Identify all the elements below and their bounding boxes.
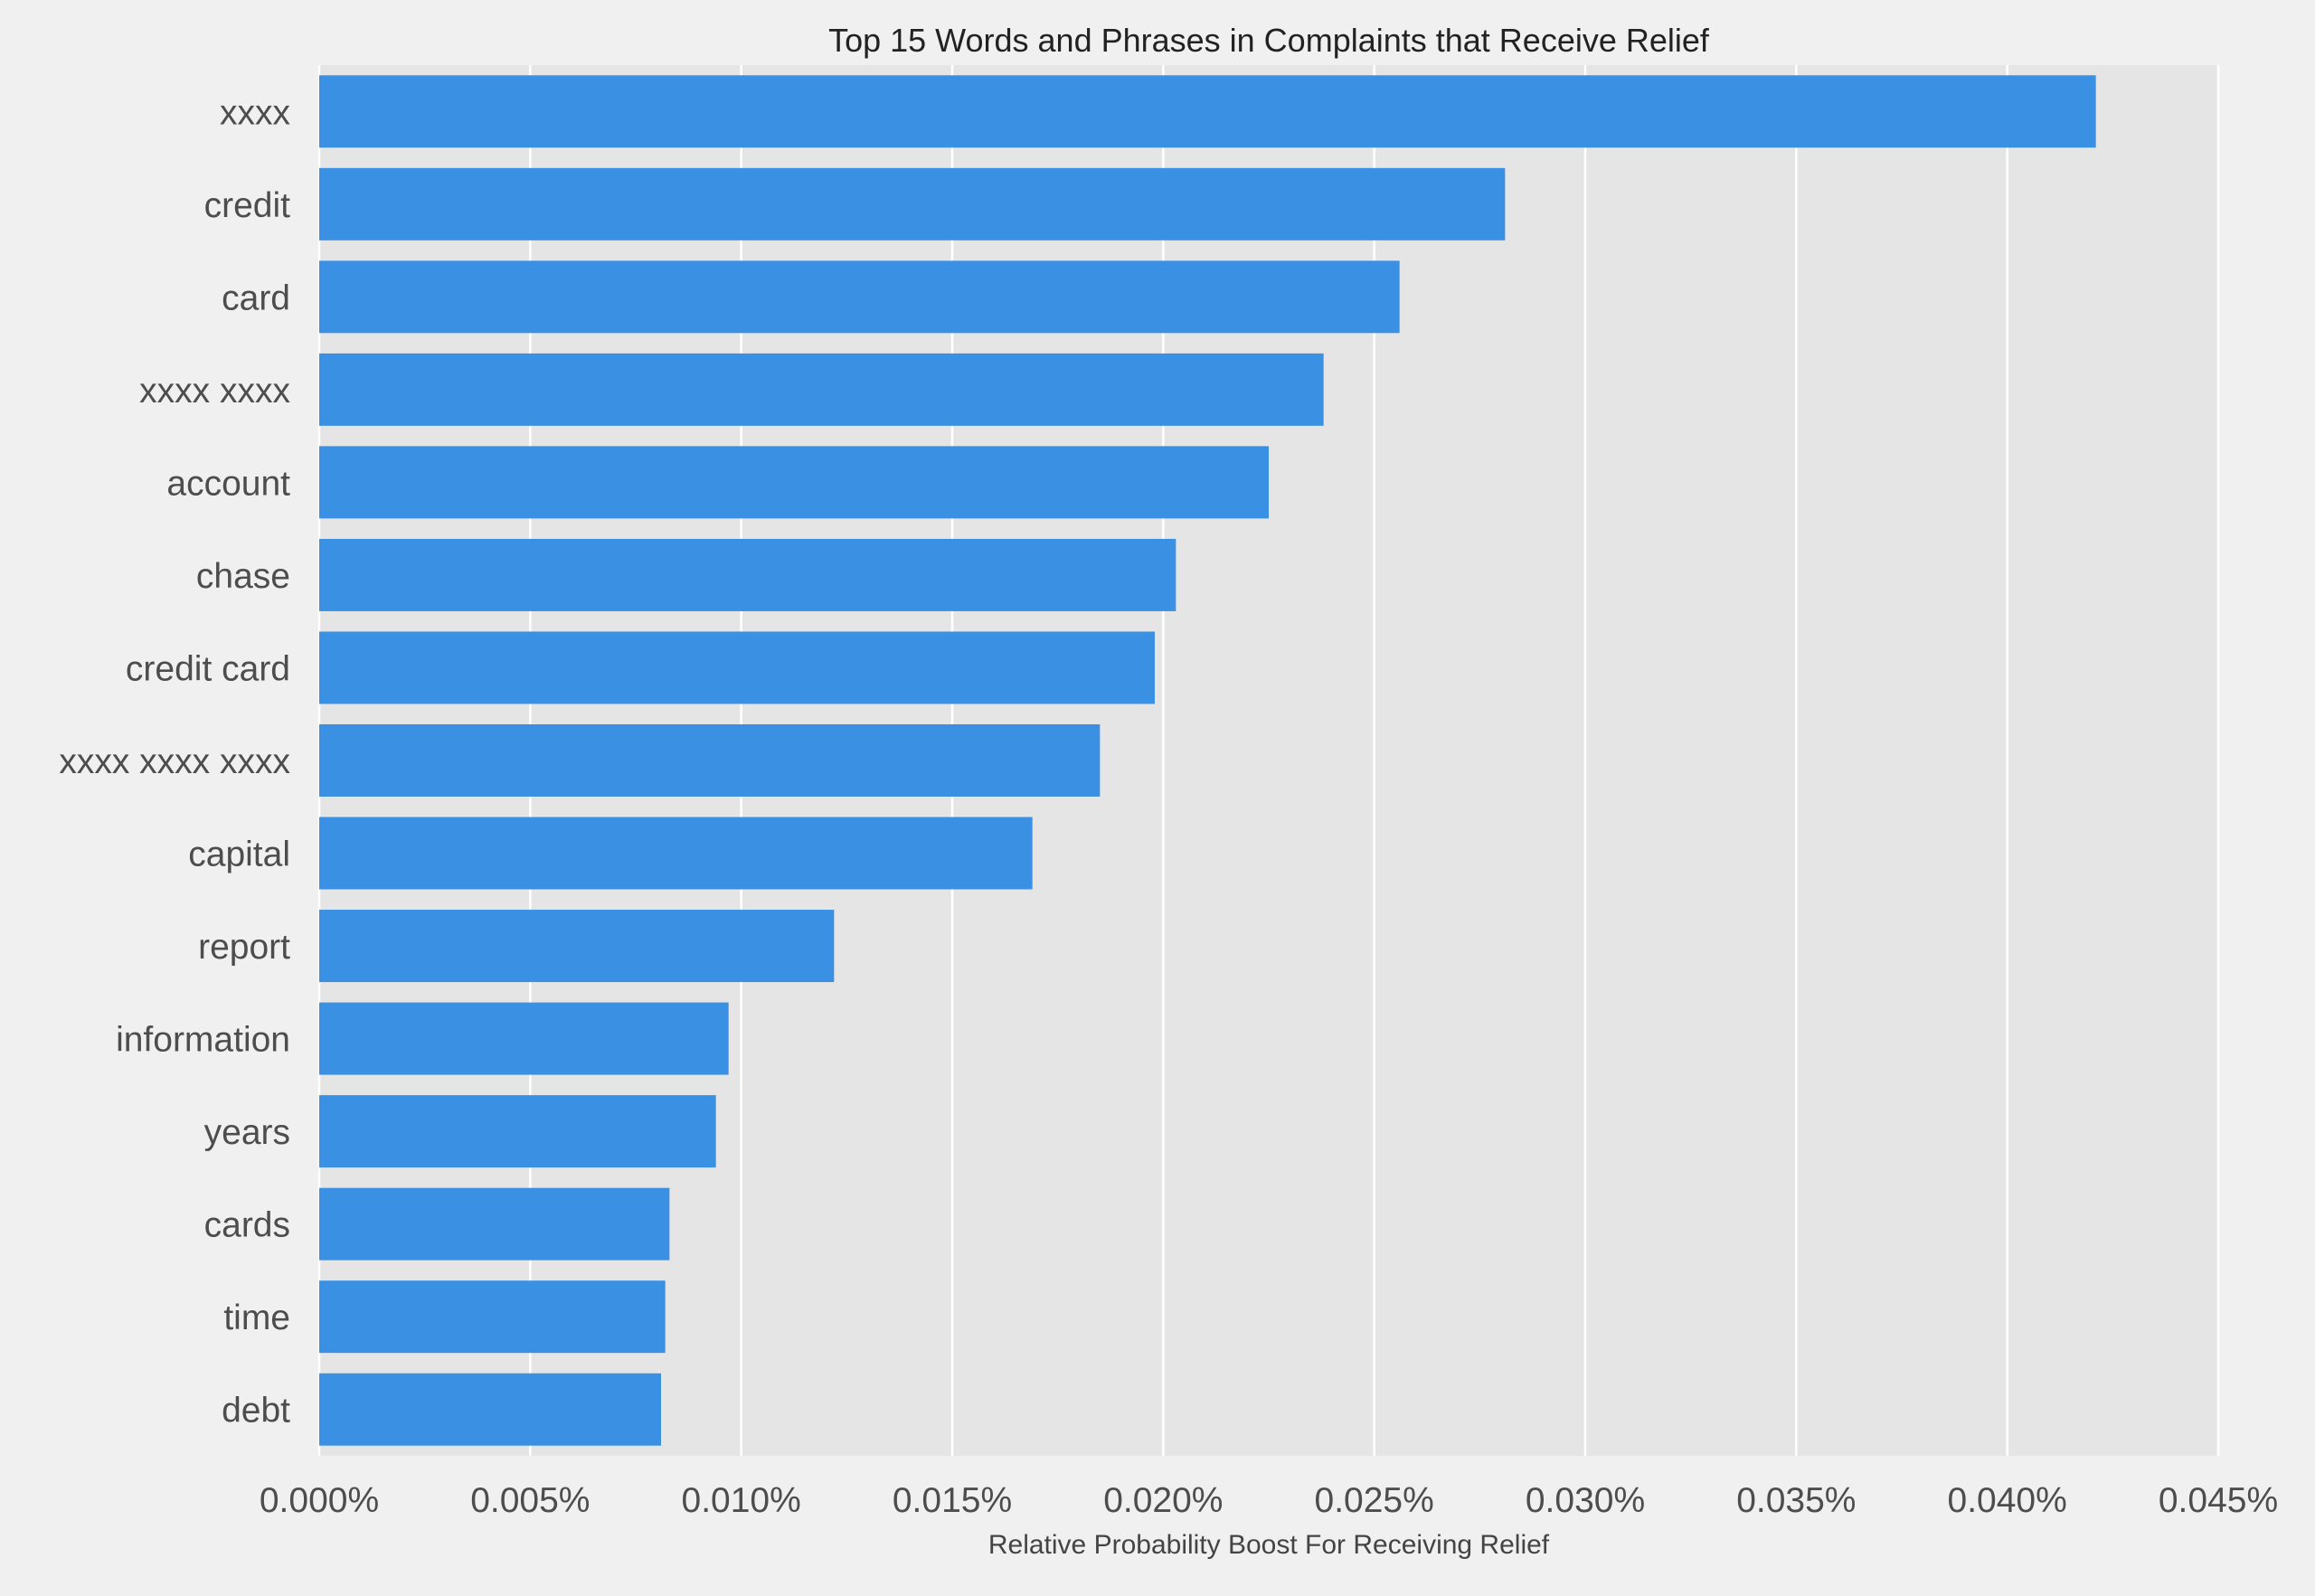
category-label: years bbox=[204, 1113, 290, 1152]
category-label: xxxx bbox=[220, 93, 291, 132]
x-tick-label: 0.005% bbox=[470, 1481, 590, 1520]
x-tick-label: 0.030% bbox=[1526, 1481, 1645, 1520]
category-label: card bbox=[222, 279, 290, 317]
category-label: information bbox=[116, 1021, 290, 1060]
category-label: xxxx xxxx xxxx bbox=[59, 742, 290, 781]
x-tick-label: 0.045% bbox=[2159, 1481, 2278, 1520]
x-axis-tick-labels: 0.000% 0.005% 0.010% 0.015% 0.020% 0.025% 0.03… bbox=[260, 1481, 2278, 1520]
bar bbox=[319, 353, 1324, 426]
bar bbox=[319, 910, 835, 983]
bar bbox=[319, 1280, 666, 1354]
bar bbox=[319, 167, 1506, 241]
category-label: time bbox=[223, 1299, 290, 1337]
category-label: chase bbox=[196, 557, 290, 596]
bar bbox=[319, 817, 1033, 890]
x-tick-label: 0.015% bbox=[893, 1481, 1012, 1520]
bar bbox=[319, 446, 1269, 519]
x-tick-label: 0.025% bbox=[1315, 1481, 1434, 1520]
bar bbox=[319, 538, 1176, 611]
x-tick-label: 0.000% bbox=[260, 1481, 379, 1520]
bar bbox=[319, 260, 1400, 334]
category-label: account bbox=[166, 464, 290, 503]
bar bbox=[319, 631, 1155, 704]
x-axis-label: Relative Probability Boost For Receiving… bbox=[988, 1530, 1550, 1560]
bar bbox=[319, 1373, 661, 1446]
category-labels: xxxx credit card xxxx xxxx account chase credi… bbox=[59, 93, 290, 1430]
bar bbox=[319, 1002, 729, 1075]
category-label: credit bbox=[204, 186, 291, 225]
bar bbox=[319, 724, 1101, 797]
category-label: report bbox=[198, 928, 290, 967]
chart-title: Top 15 Words and Phrases in Complaints t… bbox=[828, 22, 1710, 59]
x-tick-label: 0.020% bbox=[1103, 1481, 1223, 1520]
category-label: cards bbox=[204, 1206, 290, 1245]
category-label: capital bbox=[188, 836, 290, 874]
category-label: credit card bbox=[126, 649, 290, 688]
bar bbox=[319, 75, 2096, 148]
bar bbox=[319, 1187, 670, 1261]
bar bbox=[319, 1095, 716, 1168]
x-tick-label: 0.010% bbox=[682, 1481, 801, 1520]
x-tick-label: 0.035% bbox=[1736, 1481, 1856, 1520]
category-label: xxxx xxxx bbox=[139, 372, 290, 411]
bars bbox=[319, 75, 2096, 1446]
category-label: debt bbox=[222, 1392, 290, 1431]
x-tick-label: 0.040% bbox=[1948, 1481, 2067, 1520]
